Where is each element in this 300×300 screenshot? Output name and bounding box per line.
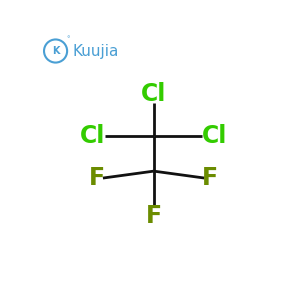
Text: F: F [146, 204, 162, 228]
Text: F: F [89, 166, 105, 190]
Text: F: F [202, 166, 218, 190]
Text: Kuujia: Kuujia [73, 44, 119, 59]
Text: Cl: Cl [141, 82, 167, 106]
Text: °: ° [67, 37, 70, 43]
Text: Cl: Cl [80, 124, 105, 148]
Text: Cl: Cl [202, 124, 228, 148]
Text: K: K [52, 46, 59, 56]
